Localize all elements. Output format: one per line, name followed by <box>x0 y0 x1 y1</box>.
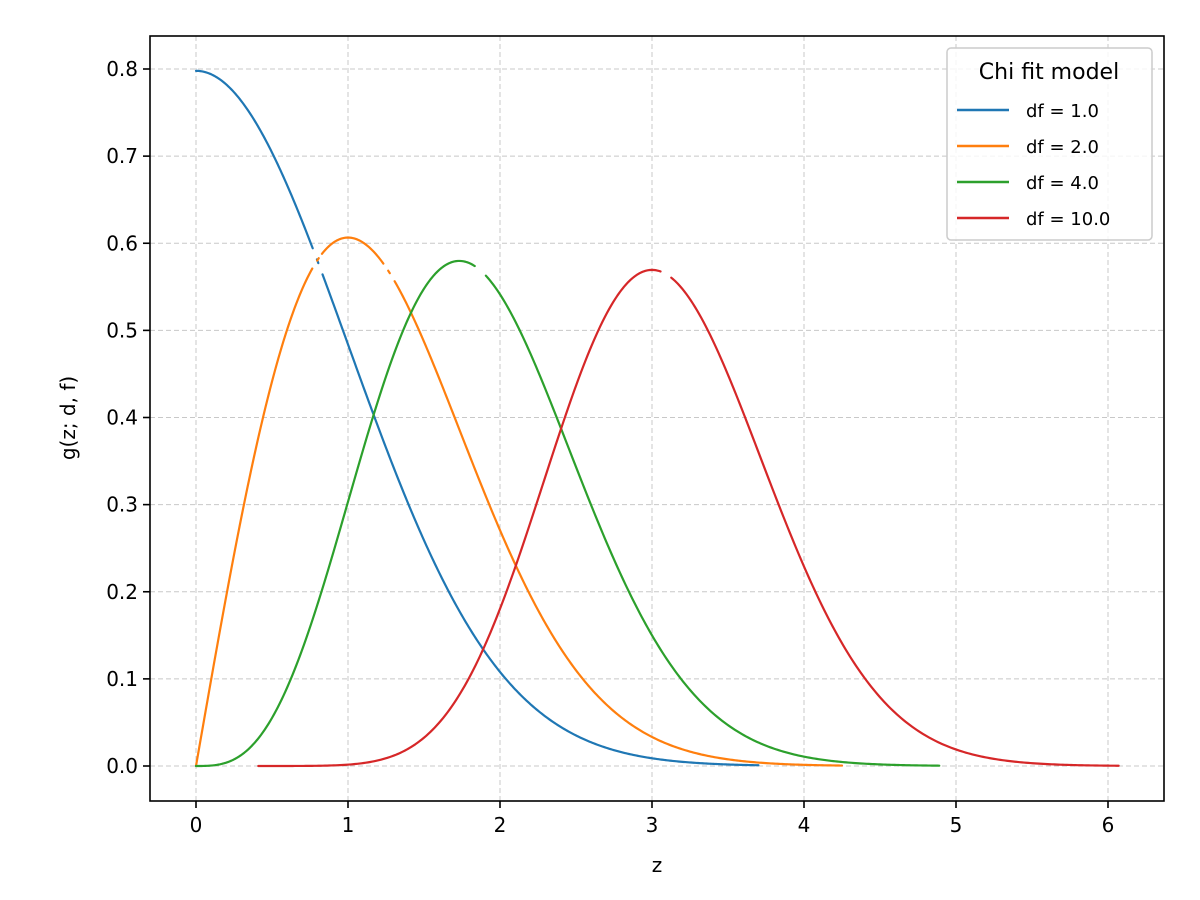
x-axis-ticks: 0 1 2 3 4 5 6 <box>190 801 1115 837</box>
curve-df-2 <box>387 269 391 275</box>
y-axis-ticks: 0.0 0.1 0.2 0.3 0.4 0.5 0.6 0.7 0.8 <box>106 57 150 778</box>
x-tick-label: 6 <box>1102 813 1115 837</box>
legend-title: Chi fit model <box>979 60 1119 85</box>
curve-df-2 <box>393 280 844 767</box>
curve-df-4 <box>194 259 476 768</box>
y-tick-label: 0.7 <box>106 144 138 168</box>
curve-df-1 <box>194 69 314 250</box>
x-tick-label: 1 <box>342 813 355 837</box>
y-tick-label: 0.8 <box>106 57 138 81</box>
y-tick-label: 0.0 <box>106 754 138 778</box>
legend-entries: df = 1.0 df = 2.0 df = 4.0 df = 10.0 <box>957 101 1110 230</box>
legend-entry-label: df = 1.0 <box>1026 101 1099 122</box>
curve-df-10 <box>670 276 1120 767</box>
y-tick-label: 0.6 <box>106 231 138 255</box>
curve-df-10 <box>257 268 662 768</box>
legend-entry-label: df = 4.0 <box>1026 173 1099 194</box>
curve-df-2 <box>320 236 385 265</box>
x-tick-label: 3 <box>646 813 659 837</box>
y-axis-label: g(z; d, f) <box>56 376 80 460</box>
y-tick-label: 0.5 <box>106 318 138 342</box>
x-tick-label: 0 <box>190 813 203 837</box>
curve-df-2 <box>194 267 314 768</box>
y-tick-label: 0.2 <box>106 580 138 604</box>
legend-entry-label: df = 2.0 <box>1026 137 1099 158</box>
x-tick-label: 5 <box>950 813 963 837</box>
curve-df-2 <box>316 257 320 262</box>
y-tick-label: 0.4 <box>106 406 138 430</box>
curve-df-1 <box>321 273 760 767</box>
x-tick-label: 4 <box>798 813 811 837</box>
x-axis-label: z <box>652 853 663 877</box>
x-tick-label: 2 <box>494 813 507 837</box>
y-tick-label: 0.1 <box>106 667 138 691</box>
axes-frame <box>149 35 1165 802</box>
legend: Chi fit model df = 1.0df = 2.0df = 4.0df… <box>946 47 1153 241</box>
y-tick-label: 0.3 <box>106 493 138 517</box>
plot-curves <box>194 69 1120 768</box>
legend-box <box>946 47 1153 241</box>
legend-entry-label: df = 10.0 <box>1026 209 1110 230</box>
